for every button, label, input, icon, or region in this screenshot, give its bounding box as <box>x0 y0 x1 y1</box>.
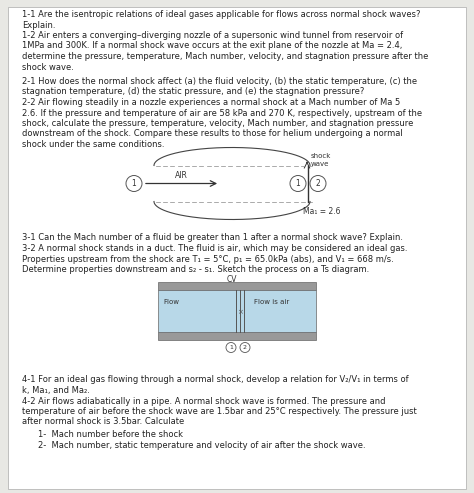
Text: after normal shock is 3.5bar. Calculate: after normal shock is 3.5bar. Calculate <box>22 418 184 426</box>
Text: 1-1 Are the isentropic relations of ideal gases applicable for flows across norm: 1-1 Are the isentropic relations of idea… <box>22 10 420 19</box>
Text: Properties upstream from the shock are T₁ = 5°C, p₁ = 65.0kPa (abs), and V₁ = 66: Properties upstream from the shock are T… <box>22 254 394 263</box>
Bar <box>158 282 316 289</box>
Text: 3-1 Can the Mach number of a fluid be greater than 1 after a normal shock wave? : 3-1 Can the Mach number of a fluid be gr… <box>22 234 403 243</box>
Text: 2: 2 <box>316 179 320 188</box>
Circle shape <box>126 176 142 191</box>
Text: 3-2 A normal shock stands in a duct. The fluid is air, which may be considered a: 3-2 A normal shock stands in a duct. The… <box>22 244 408 253</box>
Text: 4-1 For an ideal gas flowing through a normal shock, develop a relation for V₂/V: 4-1 For an ideal gas flowing through a n… <box>22 376 409 385</box>
Text: 1: 1 <box>132 179 137 188</box>
Circle shape <box>240 343 250 352</box>
Text: 2.6. If the pressure and temperature of air are 58 kPa and 270 K, respectively, : 2.6. If the pressure and temperature of … <box>22 108 422 117</box>
Text: stagnation temperature, (d) the static pressure, and (e) the stagnation pressure: stagnation temperature, (d) the static p… <box>22 87 365 97</box>
Text: shock under the same conditions.: shock under the same conditions. <box>22 140 164 149</box>
Text: Explain.: Explain. <box>22 21 55 30</box>
Text: downstream of the shock. Compare these results to those for helium undergoing a : downstream of the shock. Compare these r… <box>22 130 403 139</box>
Text: 1: 1 <box>229 345 233 350</box>
Text: 1-2 Air enters a converging–diverging nozzle of a supersonic wind tunnel from re: 1-2 Air enters a converging–diverging no… <box>22 31 403 40</box>
Text: shock
wave: shock wave <box>311 153 331 167</box>
Text: shock, calculate the pressure, temperature, velocity, Mach number, and stagnatio: shock, calculate the pressure, temperatu… <box>22 119 413 128</box>
Text: temperature of air before the shock wave are 1.5bar and 25°C respectively. The p: temperature of air before the shock wave… <box>22 407 417 416</box>
Circle shape <box>310 176 326 191</box>
Text: Ma₁ = 2.6: Ma₁ = 2.6 <box>303 208 340 216</box>
Text: AIR: AIR <box>175 172 188 180</box>
Text: Determine properties downstream and s₂ - s₁. Sketch the process on a Ts diagram.: Determine properties downstream and s₂ -… <box>22 265 369 274</box>
Text: 2-  Mach number, static temperature and velocity of air after the shock wave.: 2- Mach number, static temperature and v… <box>38 441 365 450</box>
Text: 1-  Mach number before the shock: 1- Mach number before the shock <box>38 430 183 439</box>
Text: 1: 1 <box>296 179 301 188</box>
Text: determine the pressure, temperature, Mach number, velocity, and stagnation press: determine the pressure, temperature, Mac… <box>22 52 428 61</box>
Text: shock wave.: shock wave. <box>22 63 74 71</box>
Text: k, Ma₁, and Ma₂.: k, Ma₁, and Ma₂. <box>22 386 90 395</box>
Text: 4-2 Air flows adiabatically in a pipe. A normal shock wave is formed. The pressu: 4-2 Air flows adiabatically in a pipe. A… <box>22 396 385 406</box>
Text: Flow: Flow <box>163 299 179 305</box>
Text: Flow is air: Flow is air <box>254 299 290 305</box>
Text: 2-2 Air flowing steadily in a nozzle experiences a normal shock at a Mach number: 2-2 Air flowing steadily in a nozzle exp… <box>22 98 400 107</box>
Text: 1MPa and 300K. If a normal shock wave occurs at the exit plane of the nozzle at : 1MPa and 300K. If a normal shock wave oc… <box>22 41 402 50</box>
Bar <box>158 289 316 331</box>
Text: CV: CV <box>227 276 237 284</box>
Circle shape <box>290 176 306 191</box>
Circle shape <box>226 343 236 352</box>
Bar <box>158 331 316 340</box>
Text: 2-1 How does the normal shock affect (a) the fluid velocity, (b) the static temp: 2-1 How does the normal shock affect (a)… <box>22 77 417 86</box>
Text: ×: × <box>237 310 243 316</box>
Text: 2: 2 <box>243 345 247 350</box>
